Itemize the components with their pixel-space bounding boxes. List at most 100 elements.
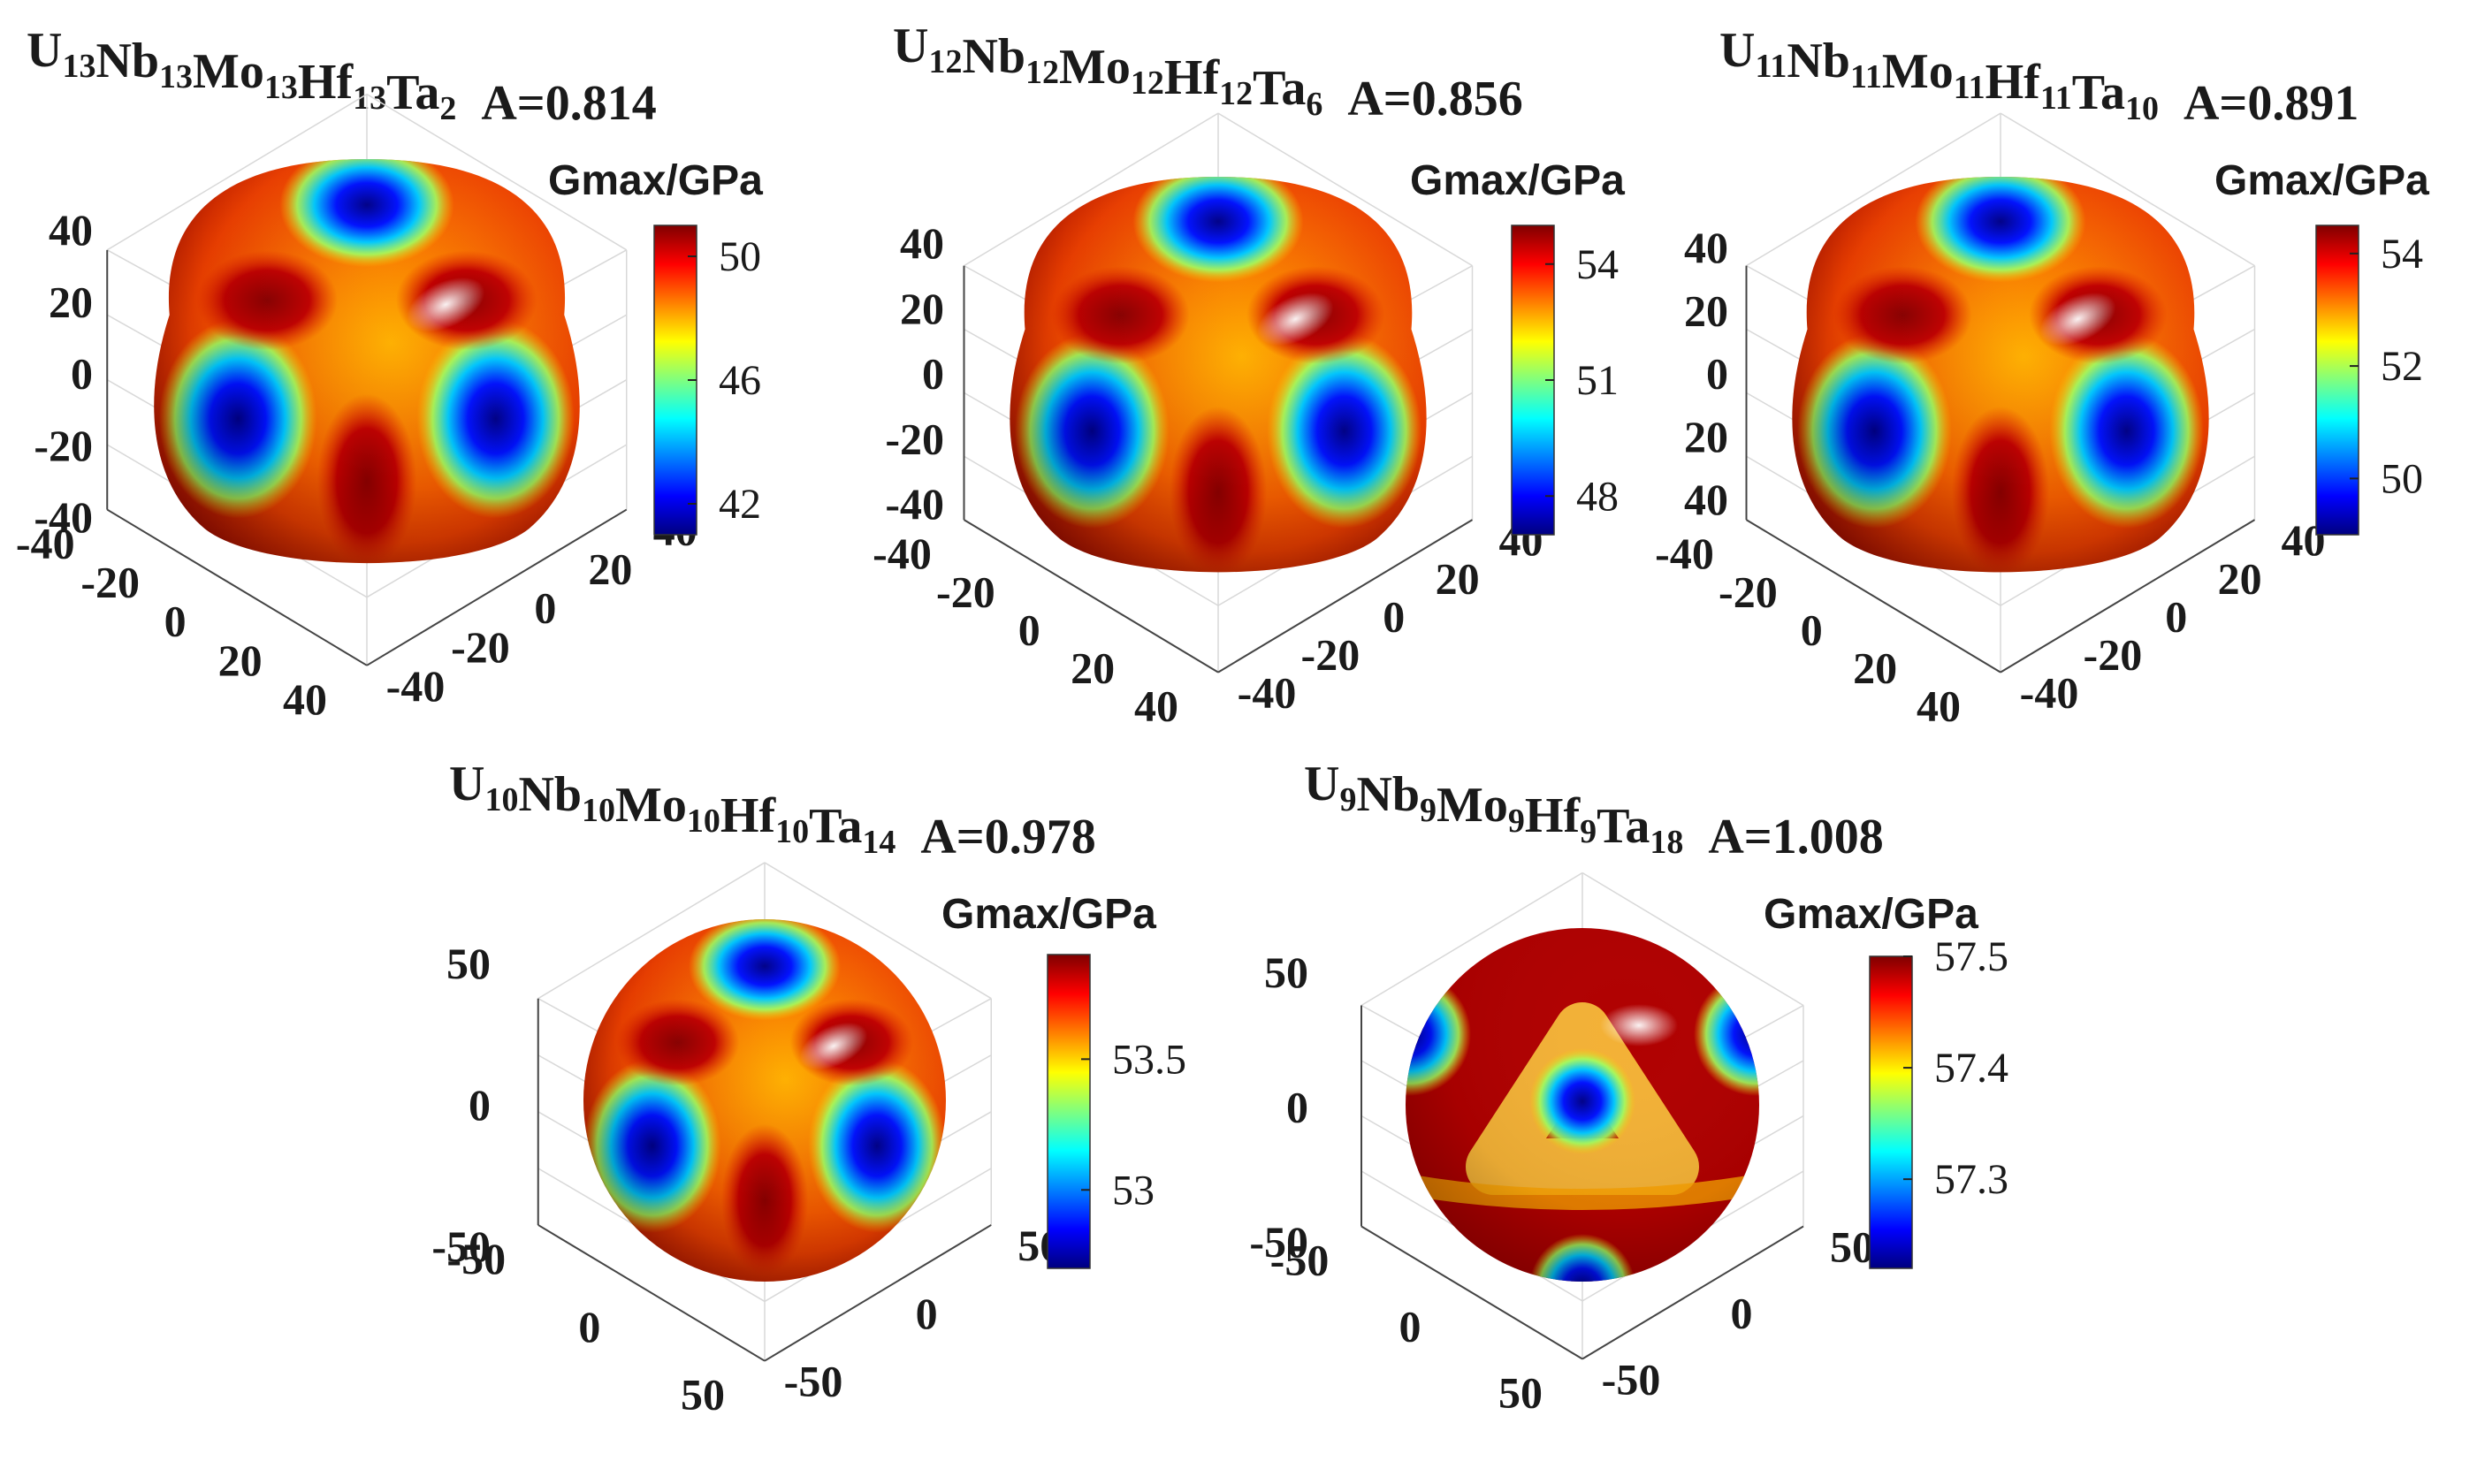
y-tick-label: -50 xyxy=(1270,1236,1330,1285)
x-tick-label: 0 xyxy=(1383,591,1405,641)
y-tick-label: -20 xyxy=(936,567,995,616)
z-tick-label: 40 xyxy=(900,218,944,268)
x-tick-label: 0 xyxy=(534,583,556,633)
z-tick-label: -50 xyxy=(1249,1217,1308,1267)
x-tick-label: -50 xyxy=(784,1357,843,1406)
y-tick-label: 40 xyxy=(283,674,327,724)
colorbar-tick-label: 48 xyxy=(1576,473,1619,520)
z-tick-label: -20 xyxy=(885,414,944,463)
colorbar-tick-label: 57.3 xyxy=(1934,1156,2008,1203)
x-tick-label: -20 xyxy=(2084,630,2143,680)
colorbar-tick-label: 54 xyxy=(1576,241,1619,288)
colorbar-3: Gmax/GPa 54 52 50 xyxy=(2214,157,2429,536)
panel-title-2: U12Nb12Mo12Hf12Ta6 A=0.856 xyxy=(893,19,1523,126)
colorbar-label: Gmax/GPa xyxy=(2214,157,2429,204)
x-tick-label: -40 xyxy=(386,661,446,711)
y-tick-label: 0 xyxy=(578,1302,600,1351)
z-tick-label: 0 xyxy=(922,349,944,399)
x-tick-label: -50 xyxy=(1602,1355,1661,1404)
surface-1 xyxy=(154,159,580,564)
panel-3: U11Nb11Mo11Hf11Ta10 A=0.891402002040-40-2… xyxy=(1655,23,2429,731)
y-tick-label: 40 xyxy=(1917,681,1961,731)
colorbar-1: Gmax/GPa 50 46 42 xyxy=(548,157,763,536)
surface-4 xyxy=(583,919,946,1282)
z-tick-label: -50 xyxy=(431,1221,491,1271)
anisotropy-label: A=1.008 xyxy=(1708,810,1883,864)
z-tick-label: -20 xyxy=(34,421,93,470)
colorbar-label: Gmax/GPa xyxy=(1410,157,1625,204)
colorbar-tick-label: 42 xyxy=(719,481,761,528)
x-tick-label: -20 xyxy=(451,622,510,672)
z-tick-label: 0 xyxy=(71,349,93,399)
z-tick-label: 50 xyxy=(1264,947,1308,997)
z-tick-label: 0 xyxy=(1706,349,1728,399)
z-tick-label: 20 xyxy=(900,284,944,333)
anisotropy-label: A=0.978 xyxy=(920,810,1095,864)
z-tick-label: 50 xyxy=(446,939,491,988)
colorbar-2: Gmax/GPa 54 51 48 xyxy=(1410,157,1625,536)
x-tick-label: 20 xyxy=(1436,553,1480,603)
z-tick-label: 20 xyxy=(49,277,93,326)
x-tick-label: 0 xyxy=(2165,591,2187,641)
colorbar-label: Gmax/GPa xyxy=(548,157,763,204)
y-tick-label: -40 xyxy=(1655,529,1714,578)
panel-title-1: U13Nb13Mo13Hf13Ta2 A=0.814 xyxy=(27,23,657,131)
y-tick-label: -50 xyxy=(446,1234,506,1283)
x-tick-label: 20 xyxy=(2218,553,2262,603)
colorbar-tick-label: 54 xyxy=(2381,231,2423,278)
y-tick-label: 0 xyxy=(1018,605,1040,654)
x-tick-label: 20 xyxy=(588,544,632,594)
y-tick-label: -40 xyxy=(16,519,75,568)
colorbar-tick-label: 57.4 xyxy=(1934,1045,2008,1092)
surface-5 xyxy=(1406,928,1759,1282)
x-tick-label: 0 xyxy=(1731,1289,1753,1338)
z-tick-label: 40 xyxy=(1684,223,1728,272)
colorbar-tick-label: 53 xyxy=(1112,1167,1155,1214)
x-tick-label: 50 xyxy=(1830,1222,1874,1272)
x-tick-label: -40 xyxy=(2020,668,2079,718)
y-tick-label: 50 xyxy=(681,1370,725,1419)
y-tick-label: 0 xyxy=(1801,605,1823,654)
colorbar-tick-label: 50 xyxy=(719,233,761,280)
z-tick-label: -40 xyxy=(885,479,944,529)
colorbar-tick-label: 46 xyxy=(719,357,761,404)
colorbar-tick-label: 57.5 xyxy=(1934,933,2008,980)
y-tick-label: 0 xyxy=(164,597,187,646)
y-tick-label: 0 xyxy=(1399,1302,1421,1351)
y-tick-label: 20 xyxy=(1853,643,1897,693)
y-tick-label: -20 xyxy=(80,558,140,607)
colorbar-tick-label: 53.5 xyxy=(1112,1036,1186,1083)
panel-title-4: U10Nb10Mo10Hf10Ta14 A=0.978 xyxy=(449,757,1096,864)
colorbar-tick-label: 51 xyxy=(1576,357,1619,404)
colorbar-4: Gmax/GPa 53.5 53 xyxy=(941,891,1186,1269)
y-tick-label: 20 xyxy=(218,635,263,685)
y-tick-label: 20 xyxy=(1071,643,1115,693)
z-tick-label: 20 xyxy=(1684,412,1728,461)
colorbar-tick-label: 52 xyxy=(2381,343,2423,390)
z-tick-label: 40 xyxy=(1684,475,1728,524)
y-tick-label: -20 xyxy=(1719,567,1778,616)
z-tick-label: 0 xyxy=(1286,1083,1308,1132)
panel-title-5: U9Nb9Mo9Hf9Ta18 A=1.008 xyxy=(1304,757,1884,864)
z-tick-label: 20 xyxy=(1684,285,1728,335)
panel-title-3: U11Nb11Mo11Hf11Ta10 A=0.891 xyxy=(1719,23,2359,131)
colorbar-label: Gmax/GPa xyxy=(1764,891,1978,938)
z-tick-label: 40 xyxy=(49,205,93,255)
surface-3 xyxy=(1792,177,2209,573)
colorbar-tick-label: 50 xyxy=(2381,455,2423,502)
y-tick-label: -40 xyxy=(873,529,932,578)
y-tick-label: 50 xyxy=(1498,1368,1543,1418)
z-tick-label: 0 xyxy=(469,1080,491,1130)
z-tick-label: -40 xyxy=(34,492,93,542)
anisotropy-label: A=0.856 xyxy=(1347,72,1522,126)
colorbar-label: Gmax/GPa xyxy=(941,891,1156,938)
x-tick-label: 0 xyxy=(916,1289,938,1338)
panel-2: U12Nb12Mo12Hf12Ta6 A=0.85640200-20-40-40-… xyxy=(873,19,1625,731)
panel-1: U13Nb13Mo13Hf13Ta2 A=0.81440200-20-40-40-… xyxy=(16,23,763,724)
x-tick-label: -20 xyxy=(1301,630,1360,680)
y-tick-label: 40 xyxy=(1134,681,1178,731)
